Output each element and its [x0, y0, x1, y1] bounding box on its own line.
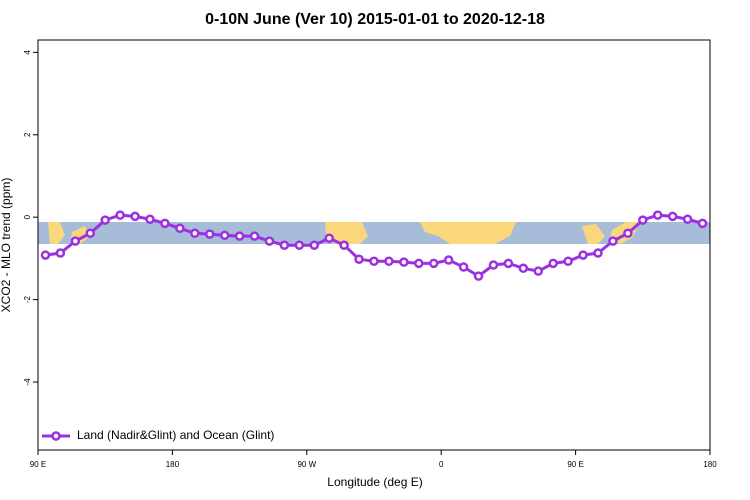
point: [55, 248, 66, 258]
point: [697, 218, 708, 229]
chart-title: 0-10N June (Ver 10) 2015-01-01 to 2020-1…: [205, 11, 545, 28]
point: [428, 258, 439, 269]
point: [219, 230, 230, 241]
point: [608, 236, 618, 246]
point: [488, 260, 499, 270]
point: [264, 236, 275, 246]
point: [369, 256, 379, 267]
point: [40, 250, 51, 260]
point: [85, 228, 96, 239]
x-tick-label: 180: [166, 460, 180, 469]
point: [384, 256, 394, 267]
point: [294, 240, 305, 250]
point: [175, 223, 185, 234]
point: [249, 231, 260, 241]
point: [115, 210, 125, 220]
point: [414, 258, 424, 269]
point: [473, 271, 484, 281]
point: [458, 262, 469, 272]
point: [443, 255, 454, 265]
point: [593, 248, 603, 258]
point: [130, 211, 140, 222]
point: [623, 228, 633, 239]
y-tick-label: 2: [23, 132, 32, 137]
point: [533, 266, 544, 276]
point: [324, 233, 334, 243]
x-axis-label: Longitude (deg E): [327, 475, 422, 489]
x-tick-label: 90 W: [297, 460, 316, 469]
map-strip: [38, 222, 710, 244]
point: [339, 240, 349, 250]
plot-frame: [37, 39, 711, 451]
point: [682, 214, 693, 224]
point: [160, 218, 170, 229]
x-tick-label: 180: [703, 460, 717, 469]
legend-marker: [51, 431, 61, 441]
point: [309, 240, 320, 250]
point: [503, 258, 514, 269]
y-tick-label: 0: [23, 214, 32, 219]
point: [667, 211, 678, 222]
y-tick-label: -4: [23, 378, 32, 386]
y-tick-label: 4: [23, 50, 32, 55]
point: [279, 240, 290, 250]
point: [638, 215, 648, 225]
y-tick-label: -2: [23, 295, 32, 303]
point: [578, 250, 588, 260]
x-tick-label: 90 E: [30, 460, 46, 469]
point: [190, 228, 200, 239]
point: [399, 257, 409, 267]
point: [354, 254, 364, 264]
x-tick-label: 90 E: [567, 460, 583, 469]
x-tick-label: 0: [439, 460, 444, 469]
point: [100, 215, 110, 225]
point: [70, 236, 81, 246]
point: [234, 231, 245, 241]
point: [652, 210, 663, 220]
point: [145, 214, 155, 224]
y-axis-label: XCO2 - MLO trend (ppm): [0, 178, 13, 313]
point: [548, 258, 558, 269]
point: [563, 256, 573, 267]
point: [204, 229, 215, 239]
point: [518, 263, 529, 274]
legend-label: Land (Nadir&Glint) and Ocean (Glint): [77, 428, 274, 442]
